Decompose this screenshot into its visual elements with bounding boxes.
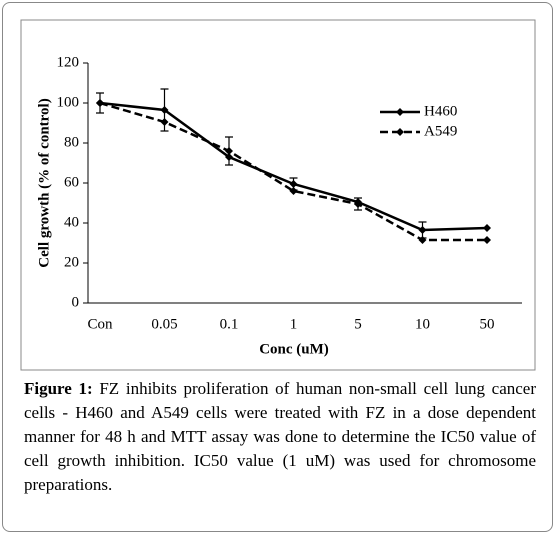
- x-tick-label: 5: [354, 316, 362, 332]
- x-axis-title: Conc (uM): [259, 341, 329, 357]
- error-bar: [354, 197, 362, 211]
- marker: [418, 236, 427, 244]
- legend-label: A549: [424, 123, 457, 139]
- y-tick-label: 100: [57, 94, 80, 110]
- chart-border: [20, 19, 536, 371]
- caption-label: Figure 1:: [24, 379, 93, 398]
- y-tick-label: 20: [64, 254, 79, 270]
- chart: Cell growth (% of control) Conc (uM) 0 20…: [20, 19, 536, 371]
- y-tick-label: 0: [72, 294, 80, 310]
- y-tick-label: 40: [64, 214, 79, 230]
- marker: [483, 236, 491, 244]
- x-tick-label: Con: [87, 316, 113, 332]
- marker: [96, 99, 104, 107]
- series-line: [99, 101, 488, 232]
- y-axis-title: Cell growth (% of control): [36, 98, 52, 267]
- legend-marker: [396, 108, 404, 116]
- y-tick-label: 80: [64, 134, 79, 150]
- caption: Figure 1: FZ inhibits proliferation of h…: [24, 377, 536, 497]
- y-tick-label: 60: [64, 174, 79, 190]
- marker: [483, 224, 491, 232]
- y-tick-label: 120: [57, 54, 80, 70]
- legend-label: H460: [424, 103, 457, 119]
- x-tick-label: 1: [290, 316, 298, 332]
- x-tick-label: 10: [415, 316, 430, 332]
- error-bar: [225, 136, 233, 166]
- legend-marker: [396, 128, 404, 136]
- x-tick-label: 0.05: [151, 316, 177, 332]
- x-tick-label: 50: [480, 316, 495, 332]
- caption-text: FZ inhibits proliferation of human non-s…: [24, 379, 536, 494]
- marker: [289, 187, 298, 195]
- x-tick-label: 0.1: [220, 316, 239, 332]
- figure-frame: [2, 2, 553, 532]
- marker: [160, 118, 169, 126]
